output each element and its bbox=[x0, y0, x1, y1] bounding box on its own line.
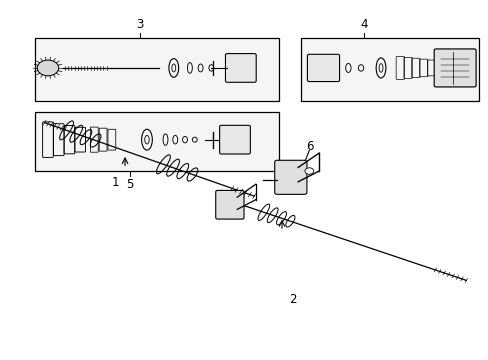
Bar bbox=[300, 39, 478, 101]
FancyBboxPatch shape bbox=[219, 125, 250, 154]
Circle shape bbox=[305, 168, 313, 174]
Text: 1: 1 bbox=[111, 176, 119, 189]
Text: 6: 6 bbox=[306, 140, 313, 153]
Bar bbox=[35, 112, 278, 171]
Bar bbox=[35, 39, 278, 101]
FancyBboxPatch shape bbox=[307, 54, 339, 82]
Text: 3: 3 bbox=[136, 18, 143, 31]
Text: 5: 5 bbox=[126, 178, 133, 191]
FancyBboxPatch shape bbox=[433, 49, 475, 87]
Text: 4: 4 bbox=[360, 18, 367, 31]
FancyBboxPatch shape bbox=[215, 190, 244, 219]
FancyBboxPatch shape bbox=[225, 54, 256, 82]
Circle shape bbox=[37, 60, 59, 76]
Text: 2: 2 bbox=[289, 293, 296, 306]
FancyBboxPatch shape bbox=[274, 160, 306, 194]
